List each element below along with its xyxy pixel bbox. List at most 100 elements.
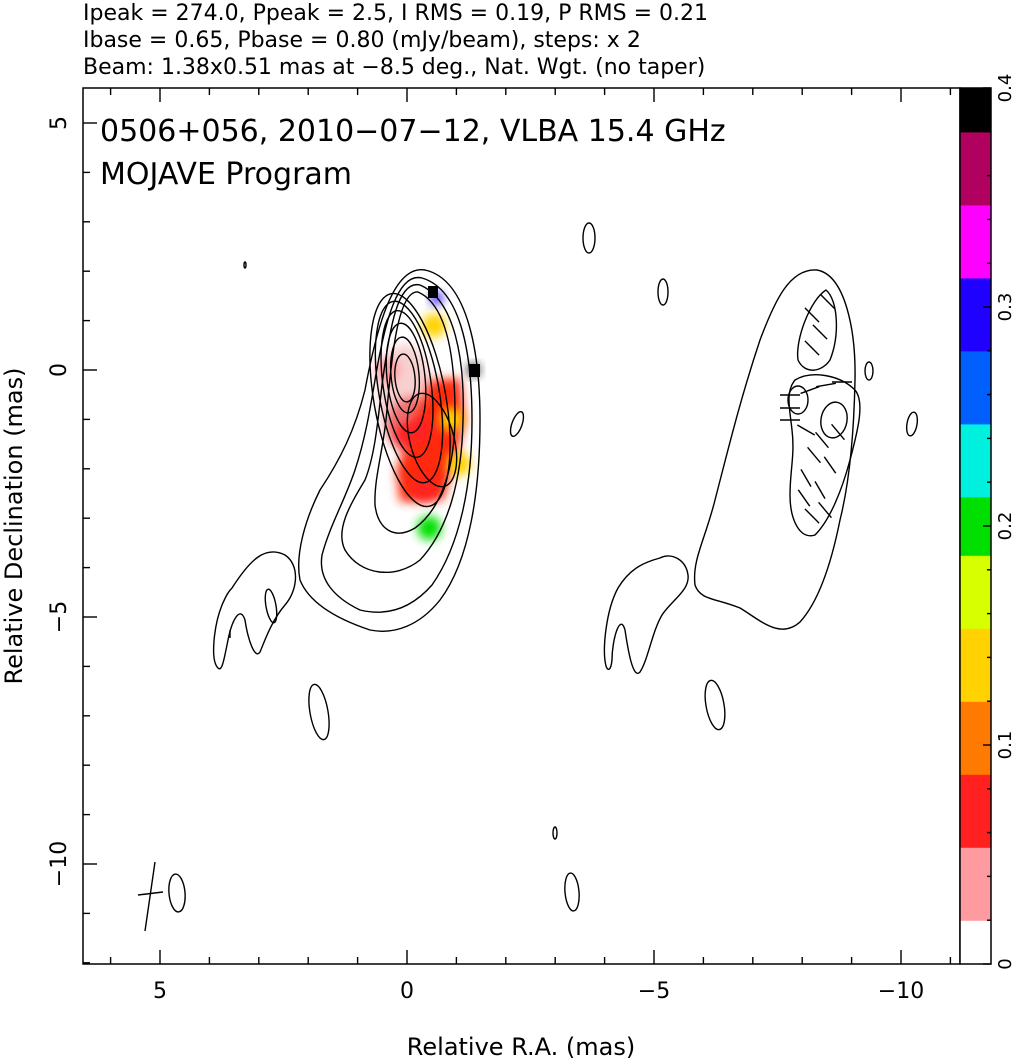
colorbar-step xyxy=(960,263,991,279)
pol-contour-north xyxy=(657,278,669,306)
colorbar-step xyxy=(960,409,991,425)
colorbar-step xyxy=(960,277,991,293)
header-line-1: Ipeak = 274.0, Ppeak = 2.5, I RMS = 0.19… xyxy=(83,1,708,26)
header-line-3: Beam: 1.38x0.51 mas at −8.5 deg., Nat. W… xyxy=(83,55,705,80)
contour-knot-se-inner xyxy=(264,588,278,624)
contour-10 xyxy=(394,353,416,403)
pol-pixel-top xyxy=(428,286,438,298)
x-tick-label: 5 xyxy=(153,979,167,1004)
evpa-tick-14 xyxy=(823,456,837,474)
contour-knot-se xyxy=(213,551,297,670)
colorbar-step xyxy=(960,131,991,147)
x-tick-label: −10 xyxy=(878,979,924,1004)
colorbar-step xyxy=(960,701,991,717)
colorbar-step xyxy=(960,146,991,162)
colorbar-step xyxy=(960,365,991,381)
colorbar-step xyxy=(960,569,991,585)
colorbar-step xyxy=(960,423,991,439)
colorbar-step xyxy=(960,745,991,761)
colorbar-step xyxy=(960,467,991,483)
colorbar-step xyxy=(960,540,991,556)
evpa-tick-13 xyxy=(807,446,821,464)
contour-1 xyxy=(298,269,481,632)
chart-subtitle: MOJAVE Program xyxy=(100,157,352,192)
colorbar-tick-label: 0.2 xyxy=(995,512,1016,541)
chart-title: 0506+056, 2010−07−12, VLBA 15.4 GHz xyxy=(100,114,726,149)
pol-contour-south xyxy=(704,679,726,731)
colorbar-tick-label: 0.4 xyxy=(995,74,1016,103)
colorbar-step xyxy=(960,715,991,731)
pol-pixel-edge xyxy=(469,364,480,377)
pol-contour-outer xyxy=(693,269,856,630)
pol-contour-knot xyxy=(603,555,689,675)
evpa-tick-12 xyxy=(831,423,845,441)
colorbar-step xyxy=(960,190,991,206)
contour-speck-1 xyxy=(552,826,558,840)
colorbar-step xyxy=(960,161,991,177)
contour-speck-2 xyxy=(243,261,247,269)
colorbar-step xyxy=(960,380,991,396)
pol-patch-4 xyxy=(446,451,471,476)
colorbar-step xyxy=(960,117,991,133)
colorbar-step xyxy=(960,482,991,498)
contour-2 xyxy=(320,276,473,613)
evpa-tick-3 xyxy=(820,294,836,310)
evpa-tick-0 xyxy=(804,307,820,323)
colorbar-step xyxy=(960,920,991,936)
pol-patch-2 xyxy=(409,417,434,442)
colorbar-step xyxy=(960,350,991,366)
contour-4 xyxy=(374,291,456,534)
x-tick-label: −5 xyxy=(638,979,670,1004)
colorbar-step xyxy=(960,847,991,863)
colorbar-step xyxy=(960,730,991,746)
evpa-tick-7 xyxy=(800,385,820,395)
contour-7 xyxy=(380,309,434,459)
colorbar-step xyxy=(960,876,991,892)
colorbar-step xyxy=(960,628,991,644)
contour-6 xyxy=(374,300,444,484)
colorbar-step xyxy=(960,394,991,410)
evpa-tick-1 xyxy=(812,324,828,340)
contour-5 xyxy=(369,292,451,508)
plot-border xyxy=(82,87,961,965)
pol-contour-far-west xyxy=(905,411,919,437)
colorbar-step xyxy=(960,204,991,220)
evpa-tick-2 xyxy=(804,340,820,356)
colorbar-tick-label: 0.3 xyxy=(995,293,1016,322)
colorbar-step xyxy=(960,774,991,790)
evpa-tick-18 xyxy=(818,501,832,519)
evpa-tick-19 xyxy=(804,508,820,524)
colorbar-step xyxy=(960,175,991,191)
evpa-tick-8 xyxy=(816,382,836,388)
colorbar-step xyxy=(960,496,991,512)
colorbar-step xyxy=(960,905,991,921)
colorbar: 0 0.1 0.2 0.3 0.4 xyxy=(959,74,1016,970)
colorbar-tick-label: 0 xyxy=(995,958,1016,969)
colorbar-step xyxy=(960,934,991,950)
evpa-vectors xyxy=(780,294,852,524)
header-line-2: Ibase = 0.65, Pbase = 0.80 (mJy/beam), s… xyxy=(83,28,641,53)
colorbar-step xyxy=(960,453,991,469)
colorbar-step xyxy=(960,672,991,688)
plot-frame xyxy=(82,87,961,965)
axis-ticks: 5 0 −5 −10 5 0 −5 −10 xyxy=(47,88,952,1004)
colorbar-step xyxy=(960,526,991,542)
contour-knot-sw xyxy=(564,872,580,912)
colorbar-step xyxy=(960,555,991,571)
colorbar-step xyxy=(960,613,991,629)
colorbar-step xyxy=(960,599,991,615)
colorbar-step xyxy=(960,219,991,235)
colorbar-step xyxy=(960,891,991,907)
colorbar-step xyxy=(960,102,991,118)
evpa-tick-10 xyxy=(796,424,816,436)
colorbar-tick-label: 0.1 xyxy=(995,731,1016,760)
colorbar-step xyxy=(960,818,991,834)
contour-11 xyxy=(406,392,458,488)
total-intensity-contours xyxy=(168,222,596,913)
y-tick-label: 0 xyxy=(47,363,72,377)
pol-contour-inner-top xyxy=(796,289,838,371)
pol-patch-5 xyxy=(412,476,437,501)
pol-contour-west xyxy=(864,361,874,381)
colorbar-step xyxy=(960,584,991,600)
